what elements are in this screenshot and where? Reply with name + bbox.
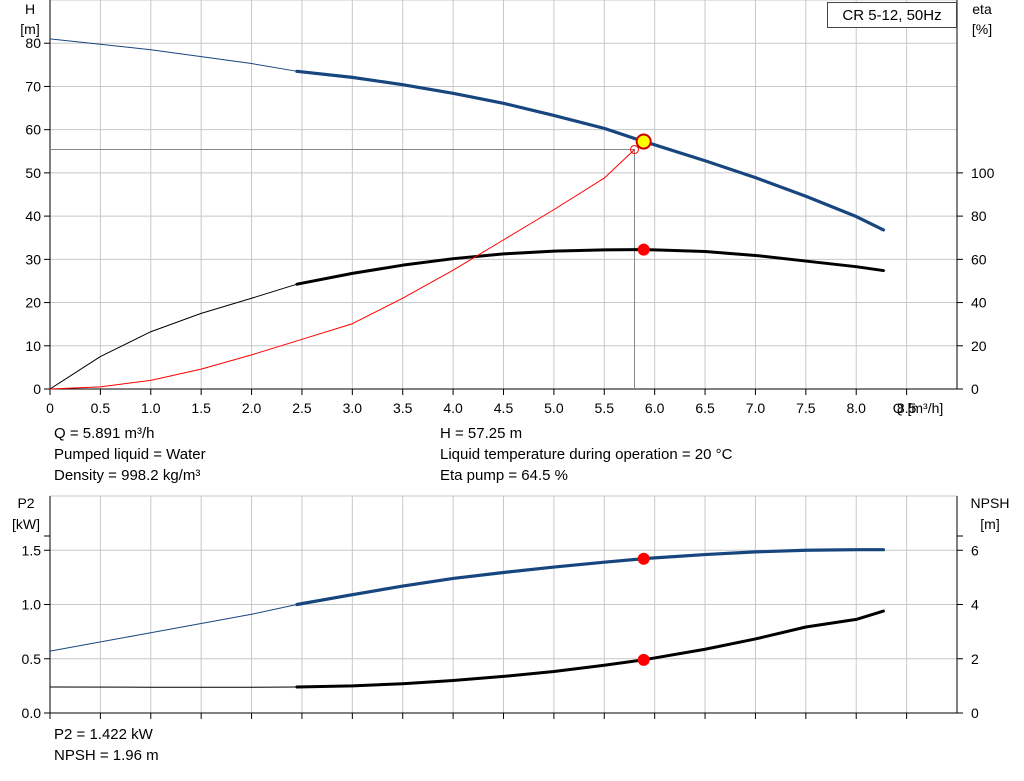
x-tick-label: 6.0 <box>645 400 665 416</box>
bottom-info: P2 = 1.422 kW NPSH = 1.96 m <box>54 724 159 766</box>
info-flow: Q = 5.891 m³/h <box>54 425 155 442</box>
duty-point-efficiency <box>637 243 650 256</box>
y-left-tick-label: 1.5 <box>22 542 42 558</box>
y-left-tick-label: 30 <box>25 251 41 267</box>
y-right-label-name: NPSH <box>971 495 1010 511</box>
info-eta-pump: Eta pump = 64.5 % <box>440 467 568 484</box>
x-tick-label: 1.5 <box>191 400 211 416</box>
y-left-tick-label: 20 <box>25 295 41 311</box>
x-tick-label: 8.0 <box>846 400 866 416</box>
y-left-tick-label: 70 <box>25 78 41 94</box>
duty-point-head <box>635 133 652 150</box>
series-black-thin-line <box>49 283 298 390</box>
x-tick-label: 8.5 <box>897 400 917 416</box>
y-right-tick-label: 0 <box>971 381 979 397</box>
info-pumped-liquid: Pumped liquid = Water <box>54 446 206 463</box>
info-liquid-temperature: Liquid temperature during operation = 20… <box>440 446 733 463</box>
system-curve-point <box>630 145 640 155</box>
chart-legend: CR 5-12, 50Hz <box>827 2 957 28</box>
y-right-tick-label: 0 <box>971 705 979 721</box>
x-tick-label: 3.0 <box>343 400 363 416</box>
y-left-tick-label: 80 <box>25 35 41 51</box>
info-density: Density = 998.2 kg/m³ <box>54 467 201 484</box>
y-left-tick-label: 50 <box>25 165 41 181</box>
info-head: H = 57.25 m <box>440 425 523 442</box>
x-tick-label: 1.0 <box>141 400 161 416</box>
y-right-tick-label: 100 <box>971 165 995 181</box>
power-npsh-chart: 0.0 0.5 1.0 1.5 0 2 4 6 P2 [kW] NPSH [m] <box>12 495 1009 721</box>
y-right-tick-label: 40 <box>971 295 987 311</box>
head-efficiency-chart: 0 10 20 30 40 50 60 70 80 0 20 40 60 80 100 H [m] eta [%] 0… <box>20 0 995 416</box>
duty-point-p2 <box>637 552 650 565</box>
duty-point-npsh <box>637 653 650 666</box>
y-left-tick-label: 0.0 <box>22 705 42 721</box>
x-axis-label: Q [m³/h] <box>893 400 944 416</box>
x-tick-label: 3.5 <box>393 400 413 416</box>
series-black-line <box>295 248 885 286</box>
y-right-label-unit: [m] <box>980 516 999 532</box>
y-right-tick-label: 6 <box>971 542 979 558</box>
x-tick-label: 4.5 <box>494 400 514 416</box>
x-tick-label: 0 <box>46 400 54 416</box>
x-tick-label: 0.5 <box>91 400 111 416</box>
series-blue-thin-line <box>49 38 297 72</box>
y-left-label-name: P2 <box>17 495 34 511</box>
y-left-tick-label: 0 <box>33 381 41 397</box>
y-left-label-unit: [kW] <box>12 516 40 532</box>
y-right-tick-label: 20 <box>971 338 987 354</box>
top-info-left: Q = 5.891 m³/h Pumped liquid = Water Den… <box>54 423 206 486</box>
x-tick-label: 5.5 <box>595 400 615 416</box>
y-left-label-name: H <box>25 1 35 17</box>
series-blue-line <box>295 69 886 232</box>
x-tick-label: 2.5 <box>292 400 312 416</box>
series-blue-line <box>295 548 886 607</box>
x-tick-label: 4.0 <box>443 400 463 416</box>
y-right-tick-label: 80 <box>971 208 987 224</box>
y-right-label-name: eta <box>972 1 992 17</box>
y-left-tick-label: 40 <box>25 208 41 224</box>
y-left-tick-label: 60 <box>25 122 41 138</box>
info-p2: P2 = 1.422 kW <box>54 726 153 743</box>
x-tick-label: 7.5 <box>796 400 816 416</box>
series-black-line <box>295 609 885 689</box>
series-red-thin-line <box>49 149 635 390</box>
x-tick-label: 7.0 <box>746 400 766 416</box>
info-npsh: NPSH = 1.96 m <box>54 747 159 764</box>
y-left-tick-label: 1.0 <box>22 597 42 613</box>
x-tick-label: 5.0 <box>544 400 564 416</box>
y-right-tick-label: 60 <box>971 251 987 267</box>
y-left-tick-label: 10 <box>25 338 41 354</box>
x-tick-label: 6.5 <box>695 400 715 416</box>
y-left-tick-label: 0.5 <box>22 651 42 667</box>
top-info-right: H = 57.25 m Liquid temperature during op… <box>440 423 732 486</box>
y-right-tick-label: 2 <box>971 651 979 667</box>
y-right-tick-label: 4 <box>971 597 979 613</box>
y-left-label-unit: [m] <box>20 21 39 37</box>
y-right-label-unit: [%] <box>972 21 992 37</box>
series-blue-thin-line <box>49 604 298 652</box>
x-tick-label: 2.0 <box>242 400 262 416</box>
